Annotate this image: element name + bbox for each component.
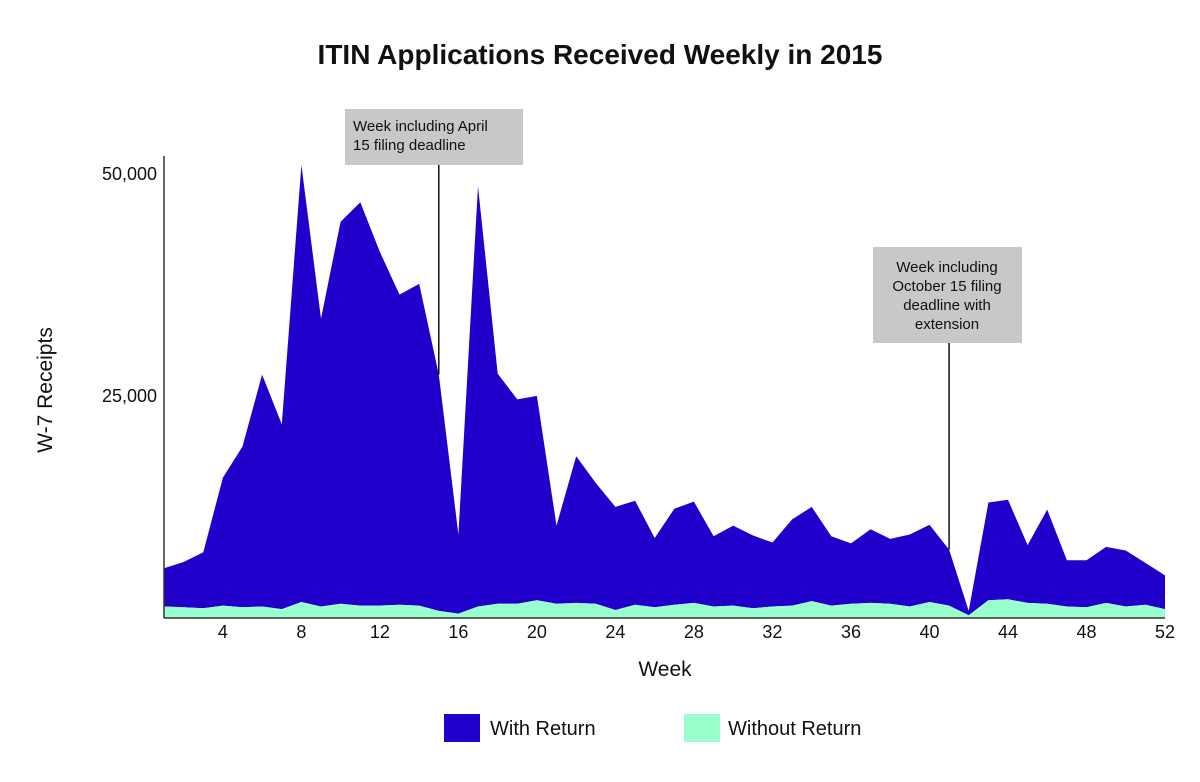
legend-label: With Return: [490, 718, 596, 740]
annotation-text-line: deadline with: [903, 297, 991, 314]
annotation-text-line: Week including: [896, 259, 997, 276]
x-tick-label: 40: [919, 622, 939, 642]
series-area-without-return: [164, 599, 1165, 618]
x-tick-label: 20: [527, 622, 547, 642]
x-tick-label: 44: [998, 622, 1018, 642]
x-tick-label: 28: [684, 622, 704, 642]
x-tick-label: 52: [1155, 622, 1175, 642]
annotation-box: [873, 247, 1022, 343]
x-tick-label: 12: [370, 622, 390, 642]
x-tick-label: 24: [605, 622, 625, 642]
x-tick-label: 36: [841, 622, 861, 642]
annotation-text-line: October 15 filing: [892, 278, 1001, 295]
y-axis-label: W-7 Receipts: [34, 327, 57, 453]
annotation-text-line: 15 filing deadline: [353, 137, 466, 154]
x-axis-label: Week: [638, 658, 692, 681]
legend-item-without-return: Without Return: [684, 714, 861, 742]
x-tick-label: 4: [218, 622, 228, 642]
chart-title: ITIN Applications Received Weekly in 201…: [318, 39, 883, 70]
x-tick-label: 32: [762, 622, 782, 642]
annotation-text-line: Week including April: [353, 118, 488, 135]
annotation-april-deadline: Week including April 15 filing deadline: [345, 109, 523, 375]
annotation-october-deadline: Week including October 15 filing deadline …: [873, 247, 1022, 550]
x-tick-label: 16: [448, 622, 468, 642]
y-tick-label: 50,000: [102, 164, 157, 184]
annotation-box: [345, 109, 523, 165]
x-tick-label: 48: [1076, 622, 1096, 642]
x-tick-label: 8: [296, 622, 306, 642]
y-tick-label: 25,000: [102, 386, 157, 406]
legend-label: Without Return: [728, 718, 861, 740]
legend-item-with-return: With Return: [444, 714, 596, 742]
legend-swatch: [444, 714, 480, 742]
legend-swatch: [684, 714, 720, 742]
series-area-with-return: [164, 164, 1165, 616]
annotation-text-line: extension: [915, 316, 979, 333]
